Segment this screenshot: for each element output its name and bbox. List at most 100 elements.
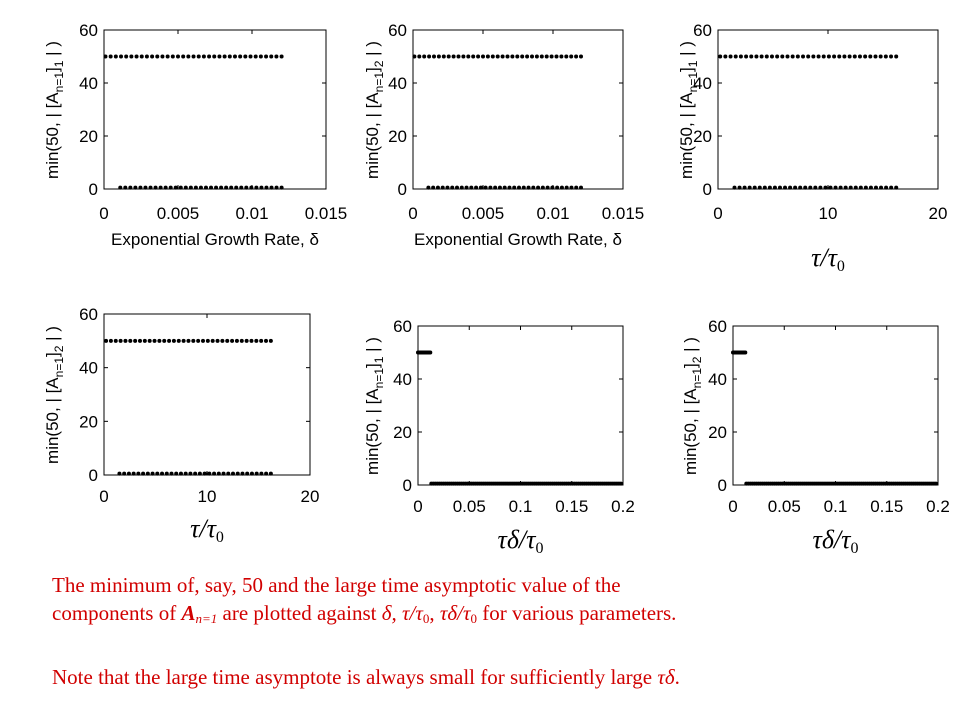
panel-2-series-1-point [569,54,574,59]
panel-2-series-1-point [559,54,564,59]
panel-4-series-2-point [188,471,193,476]
panel-2-x-axis-label: Exponential Growth Rate, δ [414,230,622,249]
panel-3-series-2-point [772,185,777,190]
panel-4-series-2-point [240,471,245,476]
panel-1-series-2-point [224,185,229,190]
panel-4-series-2-point [254,471,259,476]
panel-2-series-2-point [540,185,545,190]
panel-1-ytick-label: 20 [79,127,98,146]
panel-4-series-2-point [249,471,254,476]
panel-3-series-2-point [863,185,868,190]
panel-3-series-1-point [749,54,754,59]
panel-3-series-2-point [889,185,894,190]
caption-line-2-start: components of [52,601,182,625]
panel-5-series-1-point [428,350,433,355]
panel-6-series-1-point [743,350,748,355]
panel-1-series-1-point [264,54,269,59]
panel-5-xtick-label: 0.1 [509,497,533,516]
panel-4-y-axis-label: min(50, | [An=1]2 | ) [43,326,66,464]
caption-symbol-A: A [181,601,196,625]
panel-1-series-1-point [129,54,134,59]
panel-2-series-2-point [474,185,479,190]
panel-4-series-2-point [245,471,250,476]
panel-3-series-1-point [852,54,857,59]
panel-1-series-2-point [123,185,128,190]
panel-2-ytick-label: 40 [388,74,407,93]
panel-2-series-2-point [469,185,474,190]
panel-4-series-1-point [181,338,186,343]
panel-3-series-1-point [723,54,728,59]
panel-4-series-2-point [136,471,141,476]
panel-2-series-2-point [445,185,450,190]
panel-2-series-2-point [483,185,488,190]
panel-4-series-2-point [264,471,269,476]
panel-3-series-2-point [858,185,863,190]
caption-vars-2: τδ/τ [439,601,471,625]
panel-2-series-2-point [493,185,498,190]
panel-4-series-2-point [145,471,150,476]
panel-2-series-2-point [536,185,541,190]
panel-2-series-2-point [517,185,522,190]
panel-3-xtick-label: 20 [929,204,948,223]
panel-3-series-1-point [744,54,749,59]
panel-6-ytick-label: 40 [708,370,727,389]
panel-3-ytick-label: 60 [693,21,712,40]
caption-line-1: The minimum of, say, 50 and the large ti… [52,573,621,597]
panel-2-series-1-point [466,54,471,59]
panel-2-series-1-point [436,54,441,59]
panel-3-series-2-point [823,185,828,190]
panel-2-series-1-point [525,54,530,59]
panel-2-xtick-label: 0.015 [602,204,645,223]
panel-3-series-1-point [769,54,774,59]
panel-2-series-1-point [490,54,495,59]
panel-3-series-1-point [816,54,821,59]
panel-3-axes-box [717,29,939,190]
panel-2-series-2-point [426,185,431,190]
panel-3-ytick-label: 0 [703,180,712,199]
panel-2-series-2-point [531,185,536,190]
panel-2-series-1-point [520,54,525,59]
panel-3-series-1-point [785,54,790,59]
panel-4-series-2-point [268,471,273,476]
panel-2-series-1-point [427,54,432,59]
panel-3-series-1-point [826,54,831,59]
panel-2-series-2-point [488,185,493,190]
panel-1-series-2-point [249,185,254,190]
panel-2-series-2-point [569,185,574,190]
panel-2-series-2-point [450,185,455,190]
panel-1-xtick-label: 0.005 [157,204,200,223]
panel-3-series-2-point [757,185,762,190]
panel-3-series-2-point [747,185,752,190]
panel-2-series-1-point [534,54,539,59]
panel-2-series-1-point [530,54,534,59]
panel-4-series-1-point [133,338,138,343]
panel-3-series-1-point [873,54,878,59]
panel-4-series-1-point [152,338,157,343]
caption-sub-0a: 0 [422,611,430,626]
panel-3-series-2-point [879,185,884,190]
panel-6-series-2-point [933,481,938,486]
panel-4-series-1-point [196,338,201,343]
panel-3-series-2-point [818,185,823,190]
panel-3-series-2-point [873,185,878,190]
panel-1-series-1-point [253,54,258,59]
panel-3-series-2-point [737,185,742,190]
panel-3-series-2-point [828,185,833,190]
panel-1-series-2-point [214,185,219,190]
panel-3-series-2-point [843,185,848,190]
panel-4-series-1-point [215,338,220,343]
panel-4-series-2-point [169,471,174,476]
panel-4-series-2-point [117,471,122,476]
panel-1-series-2-point [259,185,264,190]
panel-5-xtick-label: 0.05 [453,497,486,516]
panel-2-series-1-point [461,54,466,59]
panel-3-series-1-point [754,54,759,59]
panel-3-series-2-point [742,185,747,190]
panel-4-series-1-point [239,338,244,343]
panel-3-series-1-point [821,54,826,59]
panel-1-series-1-point [113,54,118,59]
panel-1-series-1-point [232,54,237,59]
panel-5-xtick-label: 0.2 [611,497,635,516]
panel-2-series-2-point [521,185,526,190]
panel-4-series-1-point [167,338,172,343]
